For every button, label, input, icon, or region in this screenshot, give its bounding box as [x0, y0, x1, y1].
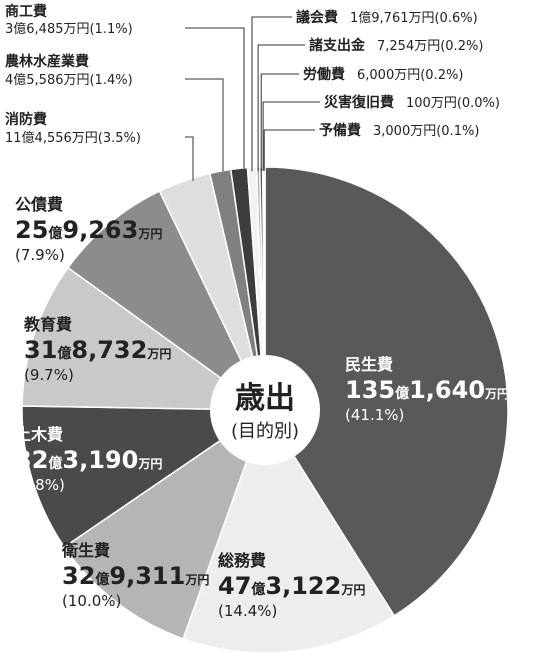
slice-label-4: 土木費 32億3,190万円 (9.8%) [15, 425, 162, 494]
slice-label-5: 教育費 31億8,732万円 (9.7%) [24, 315, 171, 384]
slice-callout-12: 労働費 6,000万円(0.2%) [260, 66, 463, 171]
pie-slice [63, 408, 267, 640]
pie-slice [264, 166, 509, 617]
slice-name: 公債費 [15, 195, 63, 214]
pie-slice [21, 405, 268, 549]
leader-line [185, 78, 224, 172]
leader-line [257, 44, 305, 172]
slice-percent: (9.8%) [15, 476, 65, 494]
slice-name: 衛生費 [61, 541, 110, 560]
slice-callout-8: 農林水産業費 4億5,586万円(1.4%) [5, 53, 224, 172]
slice-percent: (41.1%) [345, 406, 404, 424]
callout-amount: 4億5,586万円(1.4%) [5, 72, 133, 88]
callout-name: 農林水産業費 [5, 53, 89, 70]
slice-amount: 32億3,190万円 [15, 446, 162, 474]
leader-line [263, 129, 315, 171]
slice-percent: (7.9%) [15, 246, 65, 264]
callout-amount: 7,254万円(0.2%) [377, 39, 483, 54]
callout-amount: 11億4,556万円(3.5%) [5, 130, 141, 146]
slice-amount: 135億1,640万円 [345, 376, 509, 404]
callout-name: 議会費 [296, 9, 338, 26]
slice-label-6: 公債費 25億9,263万円 (7.9%) [15, 195, 162, 264]
slice-amount: 25億9,263万円 [15, 216, 162, 244]
callout-name: 消防費 [5, 111, 47, 128]
slice-name: 教育費 [24, 315, 72, 334]
slice-label-1: 民生費 135億1,640万円 (41.1%) [345, 355, 509, 424]
slice-percent: (10.0%) [62, 592, 121, 610]
leader-line [262, 101, 320, 171]
leader-line [251, 16, 292, 172]
slice-name: 民生費 [345, 355, 393, 374]
pie-slice [182, 408, 396, 654]
callout-amount: 3億6,485万円(1.1%) [5, 21, 133, 37]
slice-amount: 47億3,122万円 [218, 572, 365, 600]
leader-line [260, 73, 299, 171]
callout-name: 災害復旧費 [324, 94, 394, 111]
slice-name: 土木費 [15, 425, 63, 444]
callout-name: 予備費 [319, 122, 361, 139]
slice-percent: (14.4%) [218, 602, 277, 620]
slice-label-3: 衛生費 32億9,311万円 (10.0%) [61, 541, 209, 610]
callout-name: 労働費 [303, 66, 345, 83]
slice-callout-14: 予備費 3,000万円(0.1%) [263, 122, 479, 171]
slice-name: 総務費 [218, 551, 266, 570]
slice-callout-7: 消防費 11億4,556万円(3.5%) [5, 111, 194, 181]
slice-label-2: 総務費 47億3,122万円 (14.4%) [218, 551, 365, 620]
callout-amount: 100万円(0.0%) [406, 96, 500, 111]
pie-slice [21, 266, 268, 411]
leader-line [185, 27, 245, 169]
center-hole [210, 355, 320, 465]
callout-amount: 3,000万円(0.1%) [373, 124, 479, 139]
slice-amount: 31億8,732万円 [24, 336, 171, 364]
chart-subtitle: (目的別) [231, 421, 299, 442]
callout-amount: 6,000万円(0.2%) [357, 68, 463, 83]
callout-amount: 1億9,761万円(0.6%) [350, 10, 478, 26]
slice-callout-11: 諸支出金 7,254万円(0.2%) [257, 37, 483, 172]
slice-percent: (9.7%) [24, 366, 74, 384]
pie-slice [66, 190, 266, 411]
slice-callout-10: 議会費 1億9,761万円(0.6%) [251, 9, 478, 172]
callout-name: 諸支出金 [309, 37, 366, 54]
chart-title: 歳出 [235, 381, 295, 416]
slice-amount: 32億9,311万円 [62, 562, 209, 590]
leader-line [185, 136, 194, 181]
callout-name: 商工費 [5, 3, 47, 20]
slice-callout-13: 災害復旧費 100万円(0.0%) [262, 94, 500, 171]
